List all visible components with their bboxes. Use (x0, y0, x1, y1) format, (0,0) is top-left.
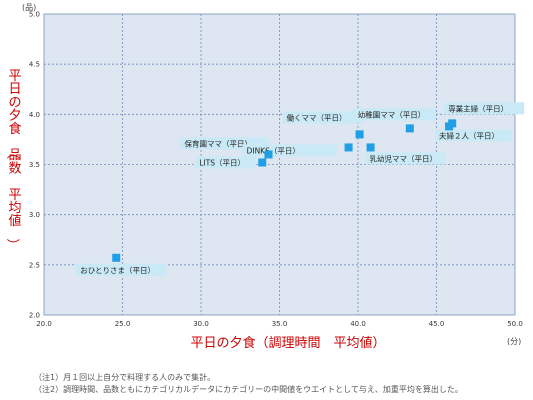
point-label: LITS（平日） (199, 158, 245, 167)
point-label-background (435, 129, 512, 142)
y-tick-label: 2.5 (29, 261, 40, 269)
y-tick-label: 5.0 (29, 11, 40, 19)
y-axis-title: 平日の夕食（品数 平均値） (4, 69, 21, 251)
data-point (344, 143, 353, 152)
data-point (366, 143, 375, 152)
x-unit-label: (分) (507, 337, 521, 346)
point-label: 乳幼児ママ（平日） (370, 153, 438, 163)
data-point (448, 119, 457, 128)
point-label: 夫婦２人（平日） (439, 130, 499, 140)
y-tick-label: 3.5 (29, 161, 40, 169)
data-point (355, 130, 364, 139)
point-label: 専業主婦（平日） (448, 103, 508, 113)
point-label-background (76, 263, 167, 276)
x-tick-label: 20.0 (36, 320, 52, 328)
grid-lines (44, 14, 515, 315)
point-label-background (444, 102, 525, 115)
data-point (112, 253, 121, 262)
x-tick-label: 45.0 (429, 320, 445, 328)
y-tick-label: 3.0 (29, 211, 40, 219)
y-unit-label: (品) (22, 3, 36, 12)
point-label: DINKS（平日） (247, 146, 300, 155)
point-label: おひとりさま（平日） (80, 266, 155, 275)
point-labels: おひとりさま（平日） LITS（平日） 保育園ママ（平日）DINKS（平日） 働くママ… (76, 102, 525, 276)
x-tick-label: 50.0 (507, 320, 523, 328)
point-label: 保育園ママ（平日） (185, 138, 253, 148)
footnote-2: （注2）調理時間、品数ともにカテゴリカルデータにカテゴリーの中間値をウエイトとし… (34, 385, 463, 394)
y-tick-label: 2.0 (29, 312, 40, 320)
y-tick-label: 4.5 (29, 61, 40, 69)
point-label: 働くママ（平日） (287, 112, 347, 122)
point-label-background (282, 111, 363, 124)
y-tick-label: 4.0 (29, 111, 40, 119)
data-points (112, 119, 457, 262)
data-point (258, 158, 267, 167)
point-label-background (353, 108, 436, 121)
x-axis-title: 平日の夕食（調理時間 平均値） (190, 335, 385, 351)
x-tick-label: 25.0 (115, 320, 131, 328)
x-tick-label: 40.0 (350, 320, 366, 328)
data-point (264, 150, 273, 159)
point-label-background (195, 156, 256, 169)
x-tick-label: 30.0 (193, 320, 209, 328)
axis-ticks: 20.0 25.0 30.0 35.0 40.0 45.0 50.0 2.0 2.5 3.0 3.5… (29, 11, 523, 329)
x-tick-label: 35.0 (272, 320, 288, 328)
footnote-1: （注1）月１回以上自分で料理する人のみで集計。 (34, 373, 216, 382)
point-label: 幼稚園ママ（平日） (358, 109, 426, 119)
data-point (405, 124, 414, 133)
point-label-background (365, 152, 446, 165)
